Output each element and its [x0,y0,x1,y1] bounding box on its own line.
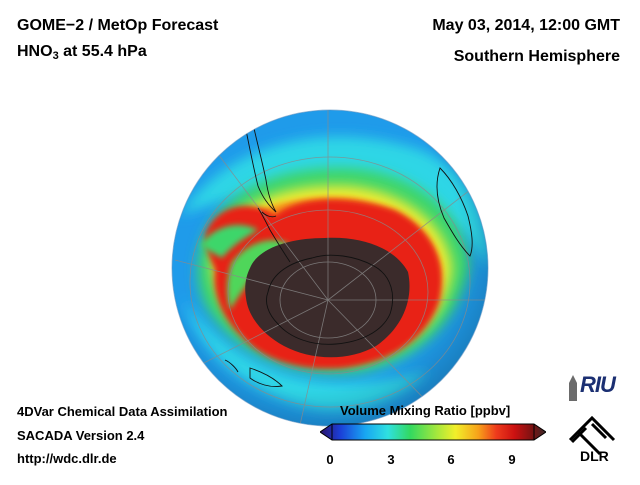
product-title: GOME−2 / MetOp Forecast [17,17,219,34]
riu-logo: RIU [566,372,616,398]
footer-assimilation: 4DVar Chemical Data Assimilation [17,404,228,419]
species-label: HNO3 at 55.4 hPa [17,43,147,62]
colorbar-tick-3: 3 [387,452,395,467]
coastlines [224,110,473,387]
globe-field [172,110,488,426]
hemisphere-label: Southern Hemisphere [453,48,620,65]
colorbar-title: Volume Mixing Ratio [ppbv] [340,403,511,418]
dlr-logo-text: DLR [580,448,609,464]
dlr-logo-icon [568,415,616,456]
footer-version: SACADA Version 2.4 [17,428,145,443]
colorbar-tick-0: 0 [326,452,334,467]
riu-logo-text: RIU [580,372,616,397]
riu-logo-icon [569,375,577,401]
colorbar-tick-9: 9 [508,452,516,467]
species-prefix: HNO [17,43,53,60]
graticule [174,110,488,426]
datetime-label: May 03, 2014, 12:00 GMT [432,17,620,34]
colorbar [320,423,546,441]
footer-url: http://wdc.dlr.de [17,451,117,466]
species-subscript: 3 [52,50,59,62]
species-suffix: at 55.4 hPa [58,43,147,60]
colorbar-tick-6: 6 [447,452,455,467]
